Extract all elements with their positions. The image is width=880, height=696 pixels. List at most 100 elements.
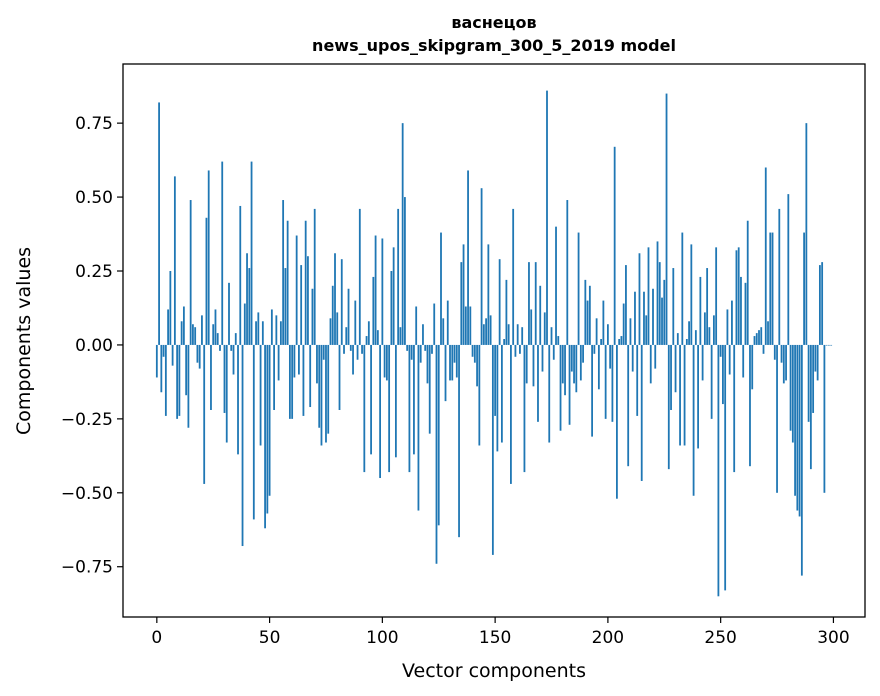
bar — [180, 321, 183, 345]
bar — [219, 344, 221, 351]
bar — [591, 344, 593, 437]
bar — [295, 235, 298, 345]
bar — [791, 344, 794, 443]
bar — [830, 344, 833, 346]
bar — [764, 167, 767, 345]
bar — [214, 309, 217, 345]
bar — [744, 282, 747, 345]
x-axis-ticks: 0 50 100 150 200 250 300 — [151, 617, 850, 648]
bar — [415, 306, 418, 345]
bar — [194, 327, 197, 345]
bar — [399, 327, 402, 345]
bar — [480, 188, 483, 345]
bar — [316, 344, 318, 384]
bar — [537, 344, 539, 422]
bar — [252, 344, 255, 520]
bar — [636, 344, 639, 416]
bar — [259, 344, 262, 446]
bar — [250, 161, 253, 345]
bar — [449, 344, 451, 381]
bar — [661, 297, 663, 345]
bar — [340, 259, 343, 345]
x-tick-label: 0 — [151, 628, 162, 648]
bar — [406, 344, 409, 351]
bar — [771, 232, 774, 345]
bar — [530, 309, 533, 345]
bar — [192, 324, 194, 345]
bar — [352, 344, 354, 375]
bar — [464, 306, 467, 345]
bar — [512, 208, 515, 345]
bar — [719, 344, 722, 357]
bar — [284, 268, 287, 345]
bar — [169, 271, 172, 345]
bar — [408, 344, 411, 473]
bar — [462, 244, 465, 345]
bar — [629, 318, 632, 345]
bar — [356, 344, 359, 360]
bar — [731, 300, 733, 345]
bar — [266, 344, 269, 514]
bar — [385, 344, 388, 381]
bar — [273, 344, 275, 410]
bar — [210, 344, 212, 410]
bar — [246, 253, 248, 345]
bar — [516, 324, 519, 345]
bar — [230, 344, 233, 351]
bar — [685, 339, 688, 345]
bar — [446, 300, 449, 345]
bar — [722, 344, 724, 405]
bar — [322, 344, 325, 360]
bar — [345, 327, 348, 345]
bar — [422, 324, 424, 345]
bar — [394, 344, 397, 458]
x-axis-label: Vector components — [402, 660, 586, 682]
bar — [167, 309, 169, 345]
bar — [162, 344, 165, 357]
bar — [467, 170, 469, 345]
bar — [498, 259, 501, 345]
y-tick-label: −0.75 — [61, 558, 113, 578]
x-tick-label: 50 — [259, 628, 281, 648]
bar — [363, 344, 366, 473]
bar — [769, 232, 772, 345]
bar — [525, 344, 528, 384]
bar — [712, 315, 715, 345]
bar — [390, 271, 393, 345]
bar — [453, 344, 456, 363]
bar — [726, 309, 729, 345]
bar — [160, 344, 163, 393]
bar — [733, 344, 736, 473]
bar — [367, 321, 370, 345]
bar — [433, 303, 436, 345]
bar — [482, 324, 485, 345]
bar — [286, 220, 289, 345]
bar — [419, 344, 422, 363]
bar — [309, 344, 312, 408]
bar — [582, 344, 584, 363]
bar — [221, 161, 224, 345]
bar — [807, 344, 810, 422]
bar — [611, 344, 614, 422]
bar — [255, 321, 257, 345]
bar — [381, 238, 384, 345]
bar — [268, 344, 271, 496]
bar — [225, 344, 228, 443]
bar — [816, 344, 819, 381]
bar — [185, 344, 188, 396]
bar — [742, 344, 745, 378]
bar — [282, 200, 285, 345]
bar — [762, 344, 765, 354]
bar — [753, 336, 756, 345]
bar — [561, 344, 564, 384]
bar — [338, 344, 341, 410]
bar — [789, 344, 792, 431]
bar — [358, 208, 361, 345]
bar — [638, 253, 641, 345]
bar — [300, 265, 303, 345]
bar — [476, 344, 478, 387]
bar — [622, 303, 625, 345]
bar — [257, 312, 260, 345]
y-tick-label: 0.25 — [75, 262, 113, 282]
bar — [634, 291, 636, 345]
